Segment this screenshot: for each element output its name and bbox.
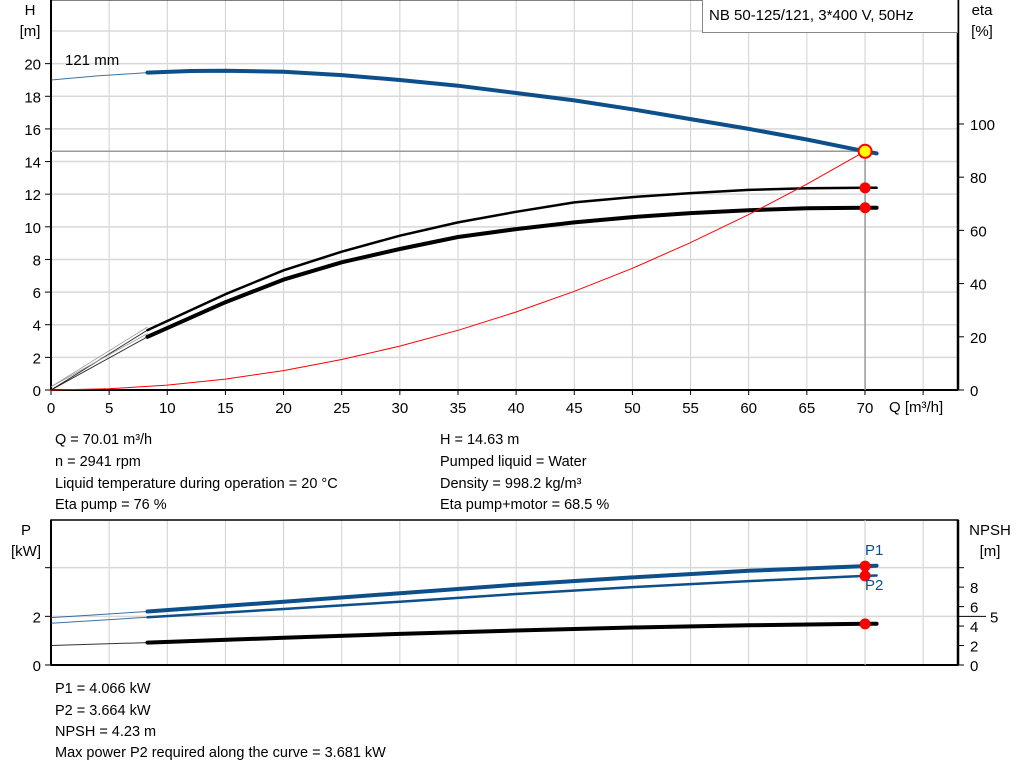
- eta-axis-label-unit: [%]: [971, 23, 993, 40]
- p-axis-label-name: P: [20, 522, 31, 539]
- p2-label: P2: [865, 577, 884, 594]
- y-tick-label: 18: [24, 89, 41, 106]
- head-curve: [145, 68, 879, 156]
- x-tick-label: 25: [333, 400, 350, 417]
- info-p1: P1 = 4.066 kW: [55, 681, 151, 697]
- y-tick-label: 2: [33, 350, 41, 367]
- npsh-axis-label: NPSH [m]: [960, 520, 1020, 562]
- y-tick-label: 14: [24, 155, 41, 172]
- system-curve-curve: [50, 150, 866, 391]
- eta-pump-motor-curve: [145, 205, 879, 339]
- eta-pump-curve: [146, 186, 878, 332]
- p-axis-label-unit: [kW]: [11, 543, 41, 560]
- P2-curve: [146, 574, 878, 619]
- y-tick-label: 12: [24, 187, 41, 204]
- x-tick-label: 50: [624, 400, 641, 417]
- duty-point-marker: [857, 143, 873, 159]
- p1-label: P1: [865, 542, 884, 559]
- P1-marker: [859, 560, 871, 572]
- h-axis-label-unit: [m]: [19, 23, 41, 40]
- x-tick-label: 5: [105, 400, 113, 417]
- NPSH-curve: [145, 621, 879, 645]
- x-tick-label: 70: [857, 400, 874, 417]
- info-density: Density = 998.2 kg/m³: [440, 476, 582, 492]
- x-tick-label: 10: [159, 400, 176, 417]
- P1-curve: [145, 563, 879, 614]
- y-tick-label: 8: [33, 252, 41, 269]
- y-tick-label: 20: [24, 57, 41, 74]
- info-n: n = 2941 rpm: [55, 454, 141, 470]
- y2-tick-label: 100: [970, 117, 995, 134]
- x-tick-label: 45: [566, 400, 583, 417]
- y2-tick-label: 40: [970, 277, 987, 294]
- y-tick-label: 6: [33, 285, 41, 302]
- y2-tick-label: 20: [970, 330, 987, 347]
- P2-extrapolated-curve: [50, 616, 148, 624]
- info-h: H = 14.63 m: [440, 432, 520, 448]
- x-tick-label: 30: [392, 400, 409, 417]
- head-extrapolated-curve: [50, 72, 148, 81]
- npsh-axis-label-name: NPSH: [969, 522, 1011, 539]
- y-tick-label: 10: [24, 220, 41, 237]
- y2-tick-label: 6: [970, 600, 978, 617]
- eta-pump-motor-marker: [859, 202, 871, 214]
- y2-tick-label: 0: [970, 383, 978, 400]
- info-eta-pump-motor: Eta pump+motor = 68.5 %: [440, 497, 610, 513]
- eta-pump-marker: [859, 182, 871, 194]
- P2-marker: [859, 570, 871, 582]
- eta-pump-motor-extrapolated-edge: [50, 333, 148, 388]
- h-axis-label-name: H: [24, 2, 36, 19]
- NPSH-extrapolated-curve: [50, 642, 148, 646]
- y-tick-label: 0: [33, 383, 41, 400]
- y2-tick-label: 8: [970, 580, 978, 597]
- y2-tick-label: 5: [990, 609, 998, 626]
- eta-axis-label-name: eta: [971, 2, 993, 19]
- chart-title: NB 50-125/121, 3*400 V, 50Hz: [702, 0, 958, 33]
- y2-tick-label: 4: [970, 619, 978, 636]
- x-tick-label: 40: [508, 400, 525, 417]
- y-tick-label: 16: [24, 122, 41, 139]
- eta-pump-motor-extrapolated-curve: [50, 336, 148, 391]
- info-liquid: Pumped liquid = Water: [440, 454, 587, 470]
- x-tick-label: 20: [275, 400, 292, 417]
- info-q: Q = 70.01 m³/h: [55, 432, 153, 448]
- y2-tick-label: 60: [970, 223, 987, 240]
- plot-frame: [50, 519, 959, 666]
- x-tick-label: 0: [47, 400, 55, 417]
- h-axis-label: H [m]: [18, 0, 42, 42]
- x-tick-label: 60: [740, 400, 757, 417]
- y2-tick-label: 80: [970, 170, 987, 187]
- p-axis-label: P [kW]: [4, 520, 48, 562]
- info-eta-pump: Eta pump = 76 %: [55, 497, 167, 513]
- NPSH-marker: [859, 618, 871, 630]
- eta-axis-label: eta [%]: [962, 0, 1002, 42]
- y2-tick-label: 2: [970, 639, 978, 656]
- curve-label: 121 mm: [65, 52, 120, 69]
- y-tick-label: 0: [33, 658, 41, 675]
- x-tick-label: 55: [682, 400, 699, 417]
- plot-frame: [50, 0, 959, 391]
- y-tick-label: 2: [33, 609, 41, 626]
- x-tick-label: 15: [217, 400, 234, 417]
- info-npsh: NPSH = 4.23 m: [55, 724, 157, 740]
- info-max-power: Max power P2 required along the curve = …: [55, 745, 386, 761]
- y-tick-label: 4: [33, 318, 41, 335]
- P1-extrapolated-curve: [50, 611, 148, 619]
- y2-tick-label: 0: [970, 658, 978, 675]
- q-axis-label: Q [m³/h]: [889, 399, 944, 416]
- info-p2: P2 = 3.664 kW: [55, 703, 151, 719]
- info-temp: Liquid temperature during operation = 20…: [55, 476, 338, 492]
- x-tick-label: 35: [450, 400, 467, 417]
- eta-pump-extrapolated-edge: [50, 326, 148, 388]
- x-tick-label: 65: [798, 400, 815, 417]
- npsh-axis-label-unit: [m]: [979, 543, 1001, 560]
